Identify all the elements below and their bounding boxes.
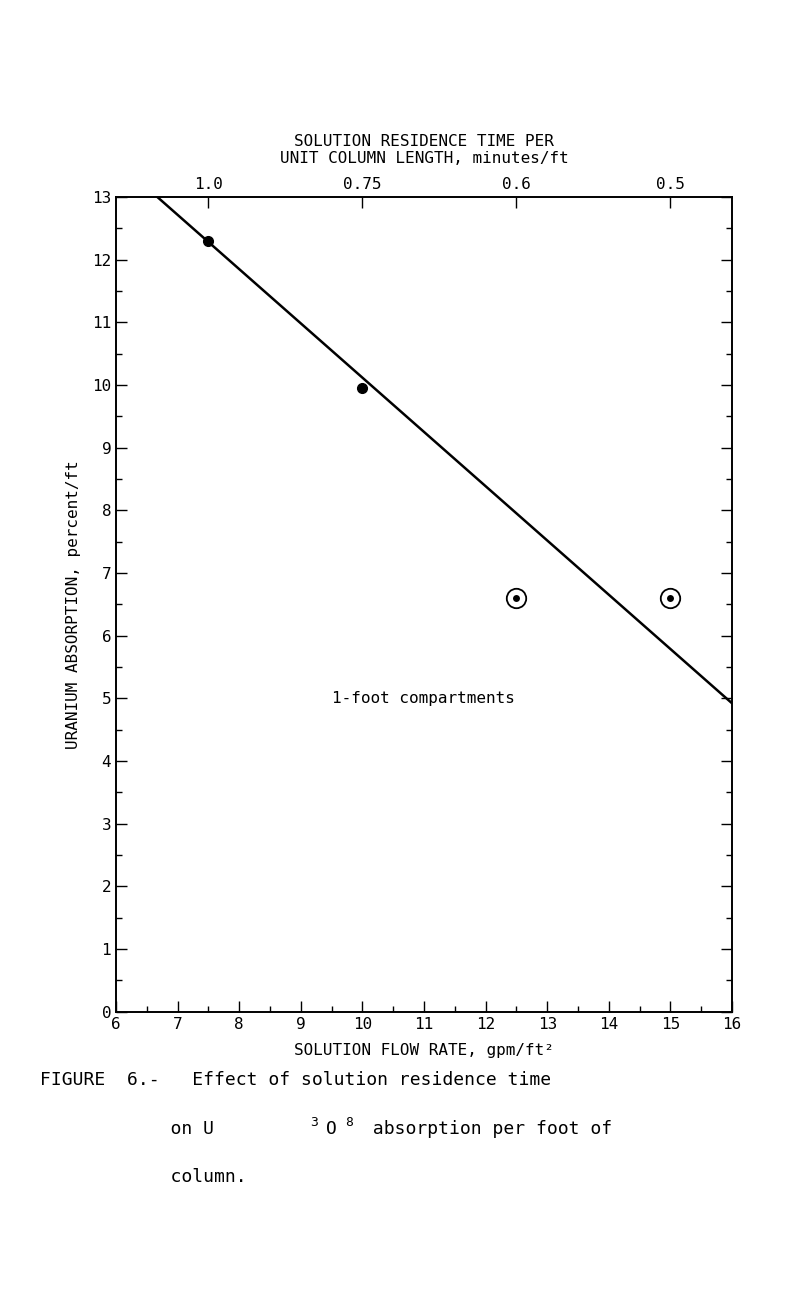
Text: 3: 3 (310, 1116, 318, 1129)
Text: 8: 8 (346, 1116, 354, 1129)
Text: 1-foot compartments: 1-foot compartments (331, 691, 514, 706)
X-axis label: SOLUTION FLOW RATE, gpm/ft²: SOLUTION FLOW RATE, gpm/ft² (294, 1043, 554, 1058)
Text: O: O (326, 1120, 338, 1138)
X-axis label: SOLUTION RESIDENCE TIME PER
UNIT COLUMN LENGTH, minutes/ft: SOLUTION RESIDENCE TIME PER UNIT COLUMN … (280, 134, 568, 167)
Text: column.: column. (40, 1168, 246, 1187)
Text: FIGURE  6.-   Effect of solution residence time: FIGURE 6.- Effect of solution residence … (40, 1071, 551, 1089)
Y-axis label: URANIUM ABSORPTION, percent/ft: URANIUM ABSORPTION, percent/ft (66, 460, 81, 749)
Text: absorption per foot of: absorption per foot of (362, 1120, 612, 1138)
Text: on U: on U (40, 1120, 214, 1138)
